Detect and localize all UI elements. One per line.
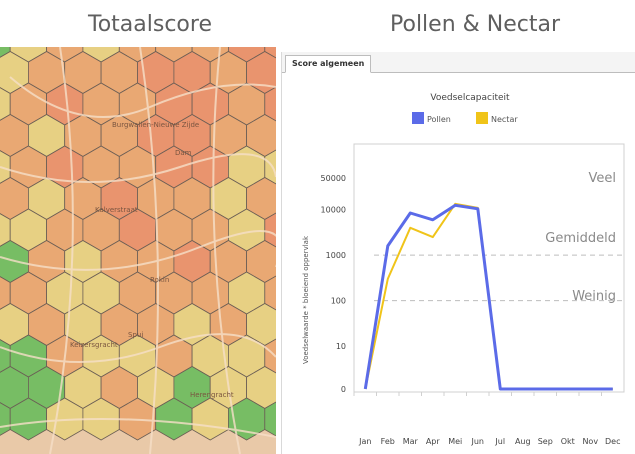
x-tick-label: Jun [471,437,485,446]
map-label-dam: Dam [175,149,192,157]
map-label-keizersgracht: Keizersgracht [70,341,118,349]
pollen-nectar-title: Pollen & Nectar [390,12,561,37]
y-tick-label: 10000 [321,206,346,215]
totaalscore-title: Totaalscore [88,12,212,37]
hexagon-grid: Burgwallen-Nieuwe Zijde Dam Rokin Kalver… [0,47,276,454]
y-tick-label: 10 [336,342,346,351]
y-tick-label: 100 [331,297,346,306]
street-line [0,333,276,363]
chart-panel: Score algemeen Voedselcapaciteit Pollen Ne… [281,52,635,454]
x-tick-label: Jan [358,437,371,446]
chart-title: Voedselcapaciteit [430,93,510,103]
street-line [0,230,276,271]
x-tick-label: Okt [561,437,575,446]
x-tick-label: Apr [426,437,441,446]
x-tick-label: Feb [381,437,395,446]
street-line [139,47,159,454]
street-line [9,76,276,118]
street-line [0,418,276,438]
y-tick-label: 1000 [326,251,346,260]
band-label-weinig: Weinig [572,289,616,304]
tab-bar: Score algemeen [282,52,635,73]
band-label-gemiddeld: Gemiddeld [545,231,616,246]
legend-swatch-nectar [476,112,488,124]
map-label-burgwallen: Burgwallen-Nieuwe Zijde [112,121,199,129]
tab-score-algemeen[interactable]: Score algemeen [285,55,372,73]
legend-swatch-pollen [412,112,424,124]
x-tick-label: Aug [515,437,531,446]
x-tick-label: Sep [538,437,553,446]
x-tick-label: Nov [582,437,598,446]
y-tick-label: 0 [341,385,346,394]
series-line-pollen [363,203,613,391]
x-tick-label: Jul [494,437,505,446]
map-label-rokin: Rokin [150,276,169,284]
x-tick-label: Dec [605,437,620,446]
street-line [49,47,74,454]
band-label-veel: Veel [589,171,617,186]
hexagon-map[interactable]: Burgwallen-Nieuwe Zijde Dam Rokin Kalver… [0,47,276,454]
x-tick-label: Mei [448,437,462,446]
street-line [0,153,276,183]
legend-label-nectar: Nectar [491,115,518,124]
y-tick-label: 50000 [321,174,346,183]
map-label-spui: Spui [128,331,143,339]
y-axis-label: Voedselwaarde * bloeiend oppervlak [302,235,310,364]
legend-label-pollen: Pollen [427,115,451,124]
plot-area [353,143,625,393]
map-label-herengracht: Herengracht [190,391,234,399]
hex-cell[interactable] [264,398,276,440]
street-line [212,47,241,454]
map-label-kalverstraat: Kalverstraat [95,206,138,214]
x-tick-label: Mar [403,437,419,446]
